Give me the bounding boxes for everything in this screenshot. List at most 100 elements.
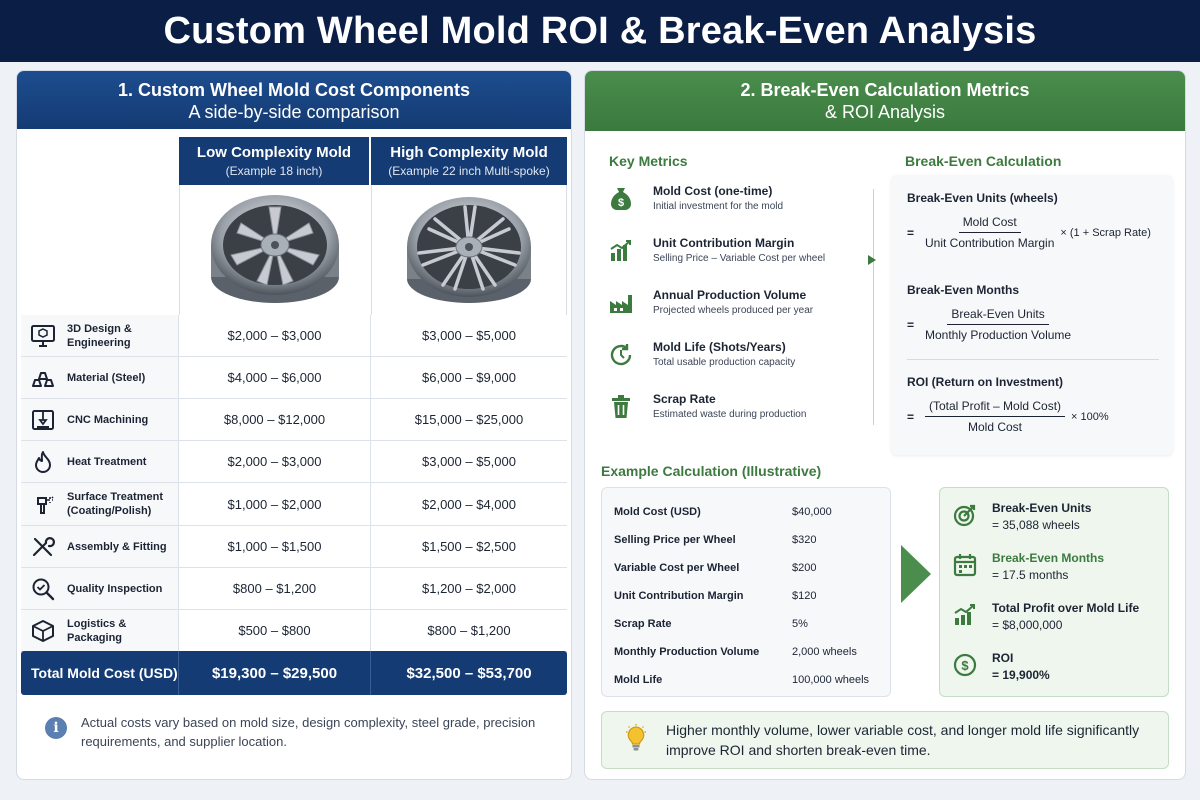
formula-numerator: Break-Even Units <box>947 307 1049 325</box>
formula-heading: Break-Even Months <box>907 283 1020 297</box>
svg-text:$: $ <box>961 658 969 673</box>
break-even-calc-title: Break-Even Calculation <box>905 153 1062 169</box>
total-high-value: $32,500 – $53,700 <box>406 664 532 682</box>
flame-icon <box>29 448 57 476</box>
divider <box>873 189 874 425</box>
equals-sign: = <box>907 317 915 332</box>
result-value: = 35,088 wheels <box>992 518 1080 532</box>
high-cost-value: $1,200 – $2,000 <box>422 581 516 596</box>
break-even-panel-subtitle: & ROI Analysis <box>824 102 946 122</box>
metric-desc: Total usable production capacity <box>653 357 796 368</box>
list-item: $ ROI = 19,900% <box>952 650 1050 684</box>
result-value: = 17.5 months <box>992 568 1069 582</box>
roi-formula: ROI (Return on Investment) = (Total Prof… <box>907 375 1159 434</box>
monitor-cube-icon <box>29 322 57 350</box>
low-cost-value: $500 – $800 <box>179 610 371 651</box>
list-item: Break-Even Months = 17.5 months <box>952 550 1104 584</box>
formula-tail: × (1 + Scrap Rate) <box>1060 226 1151 239</box>
list-item: Total Profit over Mold Life = $8,000,000 <box>952 600 1139 634</box>
spray-gun-icon <box>29 490 57 518</box>
high-complexity-title: High Complexity Mold <box>390 144 548 161</box>
list-item: Variable Cost per Wheel $200 <box>614 554 878 582</box>
cost-note: i Actual costs vary based on mold size, … <box>45 713 545 751</box>
total-row: Total Mold Cost (USD) $19,300 – $29,500 … <box>21 651 567 695</box>
formula-numerator: Mold Cost <box>958 215 1021 233</box>
high-cost-value: $2,000 – $4,000 <box>422 496 516 512</box>
low-complexity-column-header: Low Complexity Mold (Example 18 inch) <box>179 137 369 185</box>
result-title: Total Profit over Mold Life <box>992 601 1140 615</box>
info-icon: i <box>45 717 67 739</box>
row-label: Heat Treatment <box>67 455 147 468</box>
growth-chart-icon <box>952 602 978 628</box>
trash-icon <box>607 393 635 421</box>
example-value: 2,000 wheels <box>792 646 857 658</box>
note-text: Actual costs vary based on mold size, de… <box>81 715 536 749</box>
high-cost-value: $1,500 – $2,500 <box>422 539 516 554</box>
list-item: Break-Even Units = 35,088 wheels <box>952 500 1091 534</box>
list-item: Selling Price per Wheel $320 <box>614 526 878 554</box>
total-label: Total Mold Cost (USD) <box>21 651 179 695</box>
page-header: Custom Wheel Mold ROI & Break-Even Analy… <box>0 0 1200 62</box>
wheel-7-spoke-icon <box>210 195 339 303</box>
formula-numerator: (Total Profit – Mold Cost) <box>925 399 1066 417</box>
table-row: CNC Machining $8,000 – $12,000 $15,000 –… <box>21 399 567 441</box>
formula-tail: × 100% <box>1071 410 1109 423</box>
example-value: $120 <box>792 590 817 602</box>
low-cost-value: $1,000 – $1,500 <box>179 526 371 567</box>
key-metrics-title: Key Metrics <box>609 153 688 169</box>
list-item: Mold Life (Shots/Years) Total usable pro… <box>607 339 857 391</box>
row-label: Surface Treatment (Coating/Polish) <box>67 491 163 517</box>
low-cost-value: $1,000 – $2,000 <box>179 483 371 525</box>
list-item: Scrap Rate Estimated waste during produc… <box>607 391 857 443</box>
result-value: = $8,000,000 <box>992 618 1063 632</box>
example-key: Variable Cost per Wheel <box>614 562 740 574</box>
high-cost-value: $3,000 – $5,000 <box>422 328 516 343</box>
example-value: $200 <box>792 562 817 574</box>
insight-tip: Higher monthly volume, lower variable co… <box>601 711 1169 769</box>
metric-title: Mold Life (Shots/Years) <box>653 340 786 354</box>
tip-text: Higher monthly volume, lower variable co… <box>666 722 1140 758</box>
arrow-right-icon <box>901 545 931 603</box>
table-row: Material (Steel) $4,000 – $6,000 $6,000 … <box>21 357 567 399</box>
break-even-formulas: Break-Even Units (wheels) = Mold Cost Un… <box>891 175 1173 455</box>
magnifier-check-icon <box>29 575 57 603</box>
metric-title: Annual Production Volume <box>653 288 807 302</box>
example-key: Selling Price per Wheel <box>614 534 736 546</box>
table-row: Quality Inspection $800 – $1,200 $1,200 … <box>21 568 567 610</box>
row-label: Assembly & Fitting <box>67 540 167 553</box>
result-title: ROI <box>992 651 1014 665</box>
example-key: Mold Cost (USD) <box>614 506 701 518</box>
example-key: Mold Life <box>614 674 663 686</box>
cost-table: 3D Design & Engineering $2,000 – $3,000 … <box>21 315 567 652</box>
high-cost-value: $15,000 – $25,000 <box>414 412 524 427</box>
key-metrics-list: $ Mold Cost (one-time) Initial investmen… <box>607 183 857 443</box>
equals-sign: = <box>907 225 915 240</box>
low-complexity-title: Low Complexity Mold <box>196 144 352 161</box>
cost-components-panel: 1. Custom Wheel Mold Cost Components A s… <box>16 70 572 780</box>
result-value: = 19,900% <box>992 668 1050 682</box>
example-results: Break-Even Units = 35,088 wheels Break-E… <box>939 487 1169 697</box>
low-cost-value: $4,000 – $6,000 <box>179 357 371 398</box>
metric-title: Mold Cost (one-time) <box>653 184 773 198</box>
high-cost-value: $3,000 – $5,000 <box>422 454 516 469</box>
row-label: Logistics & Packaging <box>67 617 127 644</box>
example-key: Monthly Production Volume <box>614 646 760 658</box>
example-value: $40,000 <box>792 506 832 518</box>
row-label: CNC Machining <box>67 413 149 426</box>
dollar-circle-icon: $ <box>952 652 978 678</box>
result-title: Break-Even Months <box>992 551 1105 565</box>
list-item: Unit Contribution Margin Selling Price –… <box>607 235 857 287</box>
example-value: 100,000 wheels <box>792 674 870 686</box>
target-icon <box>952 502 978 528</box>
be-months-formula: Break-Even Months = Break-Even Units Mon… <box>907 283 1159 342</box>
cost-components-header: 1. Custom Wheel Mold Cost Components A s… <box>17 71 571 129</box>
low-complexity-wheel-image <box>179 185 369 315</box>
money-bag-icon: $ <box>607 185 635 213</box>
metric-title: Scrap Rate <box>653 392 716 406</box>
calendar-icon <box>952 552 978 578</box>
table-row: Logistics & Packaging $500 – $800 $800 –… <box>21 610 567 652</box>
tools-icon <box>29 533 57 561</box>
metric-title: Unit Contribution Margin <box>653 236 795 250</box>
break-even-header: 2. Break-Even Calculation Metrics & ROI … <box>585 71 1185 131</box>
example-key: Scrap Rate <box>614 618 672 630</box>
